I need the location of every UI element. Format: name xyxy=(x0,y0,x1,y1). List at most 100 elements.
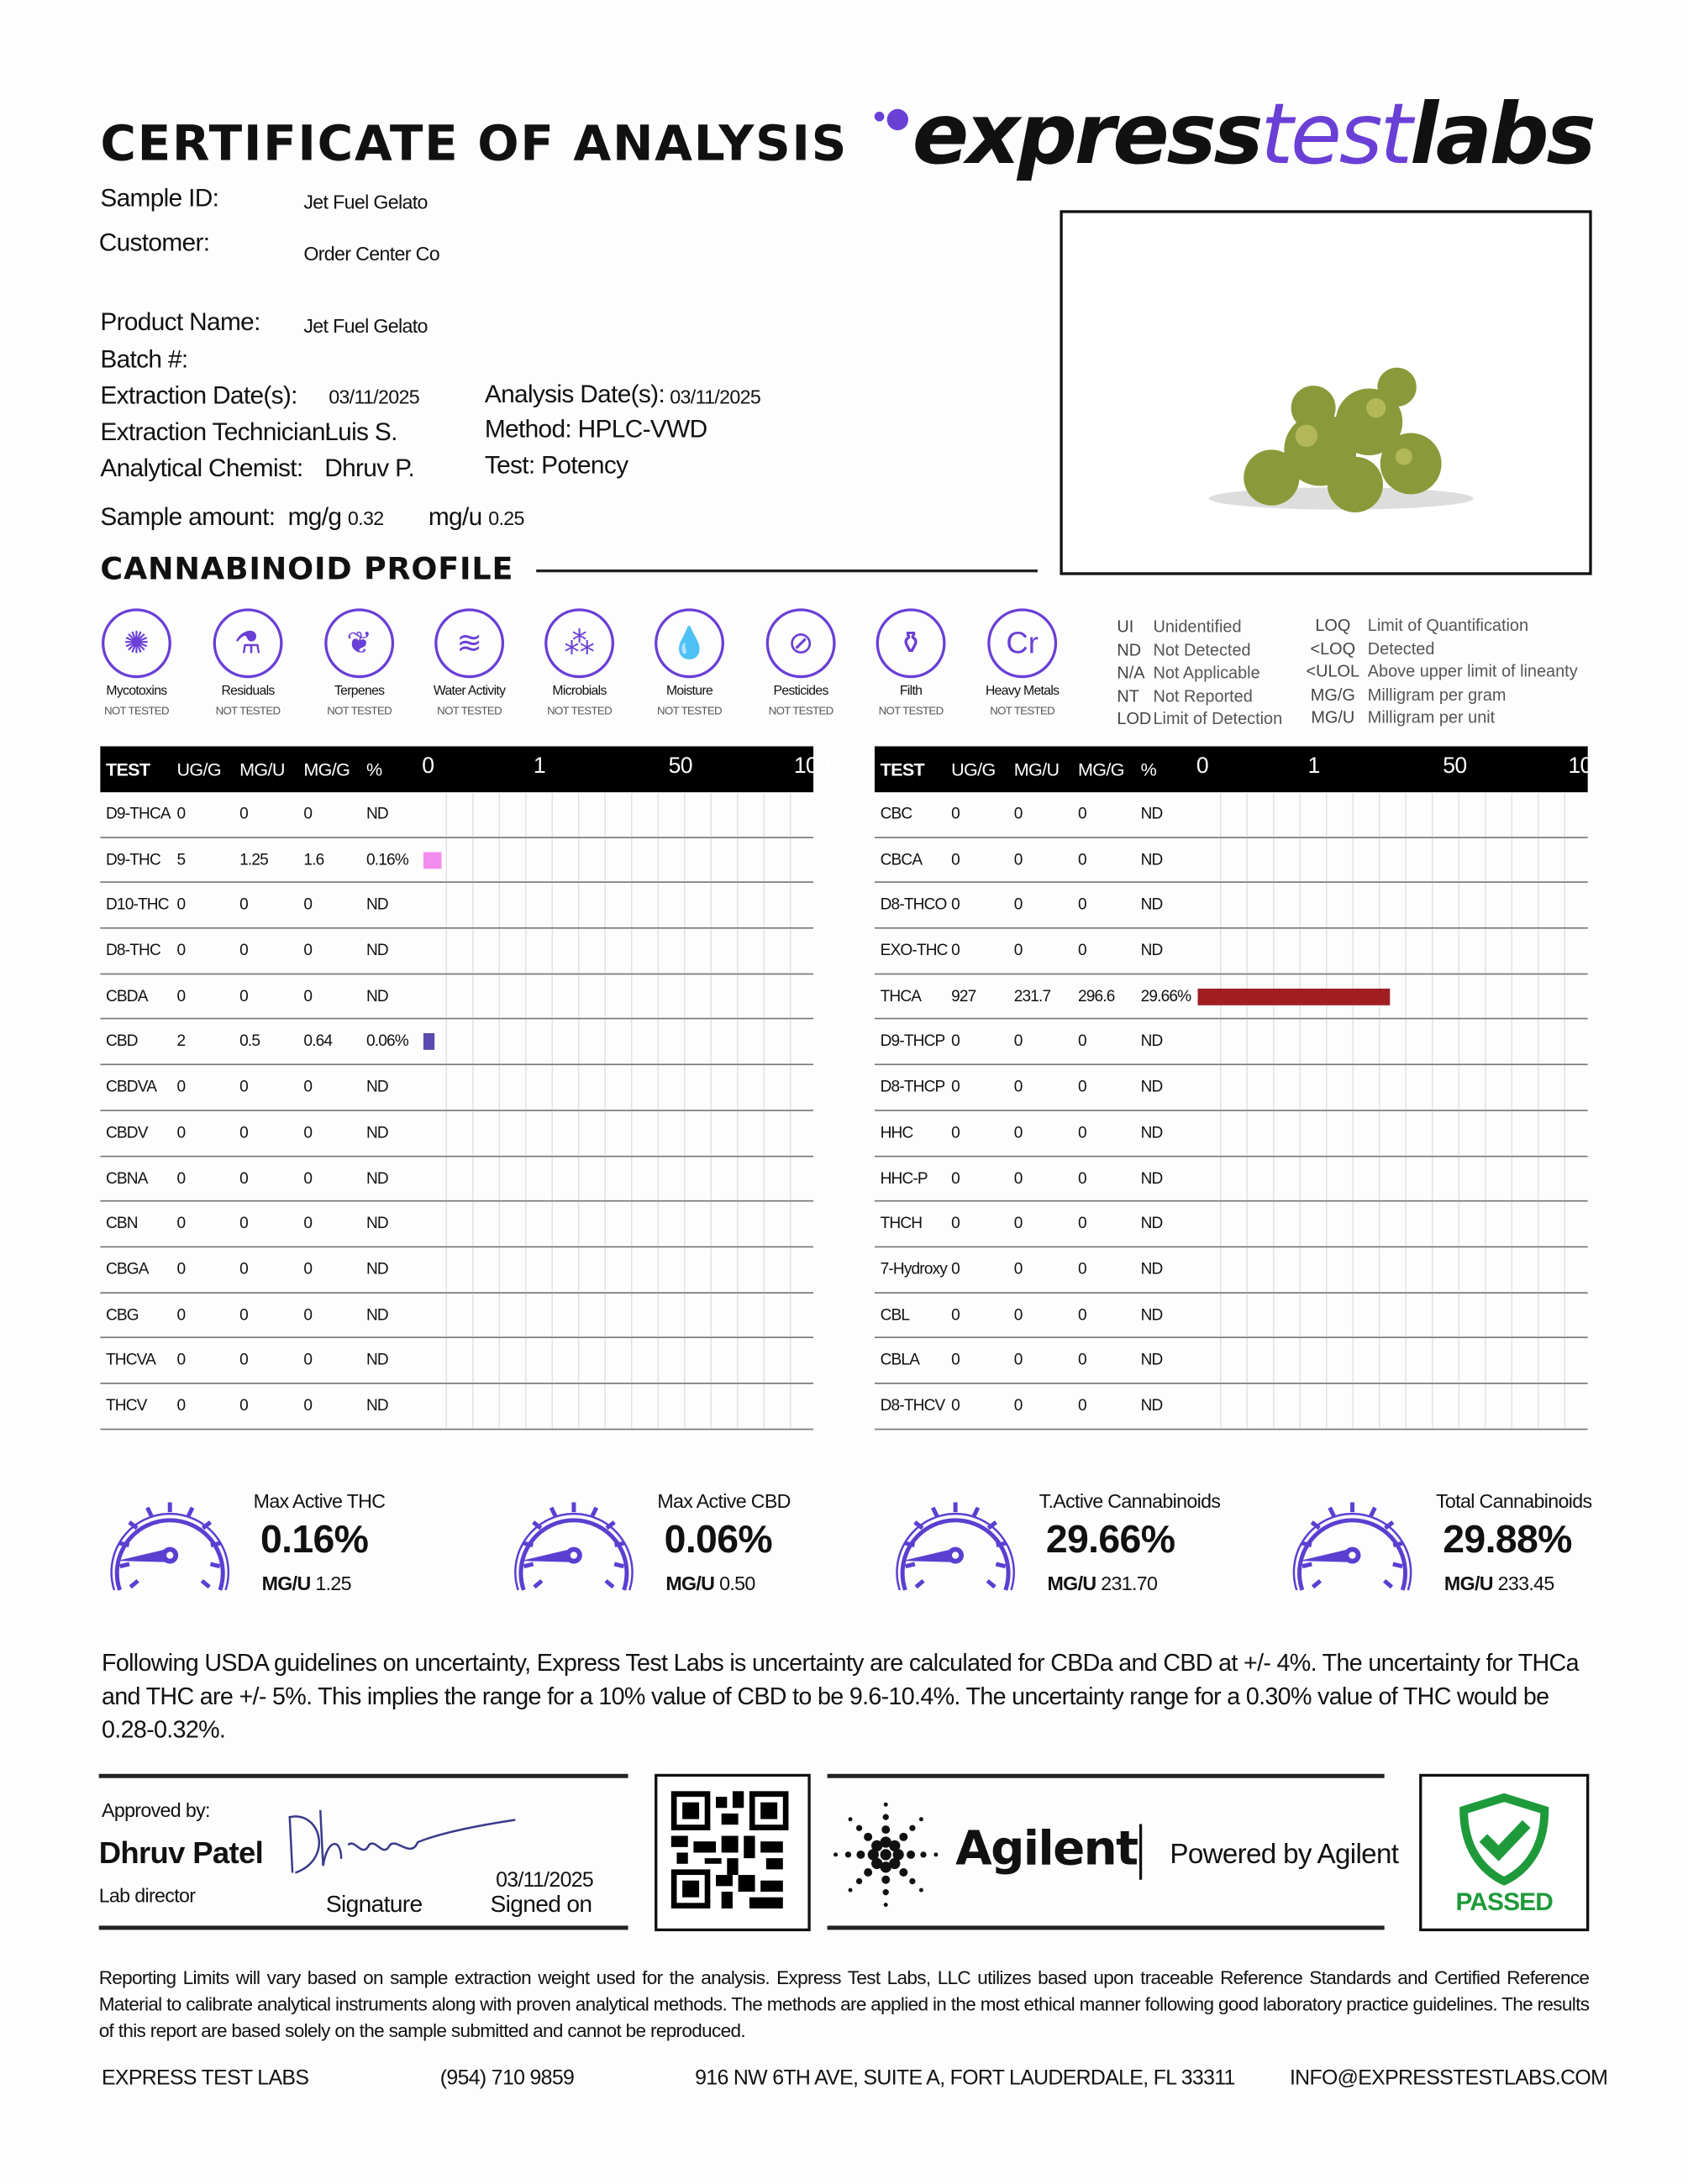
cell: 0 xyxy=(1077,806,1087,823)
shield-check-icon xyxy=(1459,1793,1549,1886)
cell: 0 xyxy=(1077,851,1087,869)
table-row: D10-THC 0 0 0 ND xyxy=(100,883,814,929)
approver-name: Dhruv Patel xyxy=(98,1835,264,1871)
column-header: TEST xyxy=(105,759,150,780)
cell: D9-THC xyxy=(105,851,161,869)
cell: 0 xyxy=(176,1079,187,1096)
cell: 0 xyxy=(1077,942,1087,960)
cell: 231.7 xyxy=(1013,988,1051,1005)
cell: 0 xyxy=(303,1170,313,1188)
cell: 0 xyxy=(176,1398,187,1415)
table-row: D9-THC 5 1.25 1.6 0.16% xyxy=(100,837,814,884)
table-row: CBN 0 0 0 ND xyxy=(100,1201,814,1248)
result-bar xyxy=(423,851,442,869)
divider xyxy=(98,1925,628,1930)
product: Jet Fuel Gelato xyxy=(303,314,428,338)
test-status: NOT TESTED xyxy=(990,704,1055,717)
cell: 0 xyxy=(176,1215,187,1233)
chart-grid xyxy=(420,1110,814,1155)
scale-tick: 50 xyxy=(668,754,693,779)
extraction-date: 03/11/2025 xyxy=(329,386,419,408)
column-header: % xyxy=(1140,759,1157,780)
disclaimer: Reporting Limits will vary based on samp… xyxy=(98,1967,1590,2042)
cell: 0 xyxy=(239,942,249,960)
chart-grid xyxy=(1195,883,1588,928)
test-status: NOT TESTED xyxy=(768,704,834,717)
table-row: D9-THCA 0 0 0 ND xyxy=(100,792,814,838)
legend-desc: Above upper limit of lineanty xyxy=(1367,661,1578,681)
moisture-icon: 💧 xyxy=(655,608,724,679)
test-name: Mycotoxins xyxy=(106,683,167,700)
cell: 0 xyxy=(1013,1170,1023,1188)
cell: ND xyxy=(1140,806,1164,823)
legend-desc: Not Reported xyxy=(1153,685,1253,706)
test-name: Terpenes xyxy=(334,683,385,700)
chart-grid xyxy=(1195,1065,1588,1110)
cell: 0 xyxy=(1077,897,1087,915)
results-table-left: TEST UG/G MG/U MG/G% 0 1 50 100 D9-THCA 0 0 0 ND D9-T… xyxy=(100,746,830,1430)
gauge-mgu: MG/U 233.45 xyxy=(1443,1572,1554,1594)
cell: CBG xyxy=(105,1306,139,1324)
cell: 0 xyxy=(1013,1261,1023,1278)
cell: ND xyxy=(365,1261,389,1278)
cell: ND xyxy=(365,1170,389,1188)
product-image xyxy=(1060,210,1592,575)
cell: CBN xyxy=(105,1215,139,1233)
mycotoxins-icon: ✺ xyxy=(102,608,171,679)
cell: 0 xyxy=(176,1306,187,1324)
legend-item: N/A Not Applicable xyxy=(1117,662,1282,685)
test-status: NOT TESTED xyxy=(437,704,502,717)
analysis-date-label: Analysis Date(s): xyxy=(484,380,665,408)
test-name: Filth xyxy=(899,683,923,700)
gauge-title: Max Active THC xyxy=(253,1489,386,1513)
cell: D9-THCP xyxy=(880,1033,946,1051)
table-row: HHC 0 0 0 ND xyxy=(874,1110,1588,1157)
terpenes-icon: ❦ xyxy=(324,608,395,679)
test: Test: Potency xyxy=(484,451,628,480)
cell: 0 xyxy=(176,1261,187,1278)
cell: 0.16% xyxy=(365,851,409,869)
gauge-icon xyxy=(1292,1502,1412,1591)
test-name: Microbials xyxy=(552,683,607,700)
gauge-title: T.Active Cannabinoids xyxy=(1039,1489,1221,1513)
cell: ND xyxy=(1140,1125,1164,1142)
email-link[interactable]: INFO@EXPRESSTESTLABS.COM xyxy=(1289,2066,1608,2091)
cell: 0 xyxy=(951,1125,960,1142)
cell: 1.25 xyxy=(239,851,269,869)
cell: 0 xyxy=(303,1306,313,1324)
table-row: THCV 0 0 0 ND xyxy=(100,1383,814,1430)
chart-grid xyxy=(1195,1338,1588,1383)
qr-code[interactable] xyxy=(655,1773,811,1932)
test-name: Residuals xyxy=(221,683,275,700)
test-status: NOT TESTED xyxy=(327,704,392,717)
cell: 0 xyxy=(176,988,187,1005)
chart-grid xyxy=(420,1247,814,1292)
cell: CBDVA xyxy=(105,1079,157,1096)
legend-desc: Limit of Quantification xyxy=(1367,615,1529,635)
table-row: D8-THCV 0 0 0 ND xyxy=(874,1383,1588,1430)
phone[interactable]: (954) 710 9859 xyxy=(439,2066,575,2091)
gauge-icon xyxy=(896,1502,1015,1591)
cell: 0 xyxy=(951,1033,960,1051)
table-row: CBNA 0 0 0 ND xyxy=(100,1156,814,1202)
cell: CBL xyxy=(880,1306,910,1324)
legend-desc: Detected xyxy=(1367,638,1435,659)
cell: 0 xyxy=(951,942,960,960)
cell: 0 xyxy=(951,806,960,823)
legend-abbr: UI xyxy=(1117,617,1134,637)
test-name: Heavy Metals xyxy=(985,683,1060,700)
pesticides-icon: ⊘ xyxy=(765,608,836,679)
cell: ND xyxy=(365,1398,389,1415)
gauge-title: Max Active CBD xyxy=(657,1489,791,1513)
test-status: NOT TESTED xyxy=(878,704,944,717)
cell: ND xyxy=(365,1306,389,1324)
gauge-value: 0.06% xyxy=(664,1517,773,1562)
cell: 0.64 xyxy=(303,1033,333,1051)
cell: 0 xyxy=(176,1352,187,1369)
cell: 0 xyxy=(303,1352,313,1369)
cell: 0 xyxy=(239,988,249,1005)
cell: 0 xyxy=(1013,851,1023,869)
legend-desc: Unidentified xyxy=(1153,617,1242,637)
cell: 0 xyxy=(303,1398,313,1415)
agilent-spark-icon xyxy=(833,1802,939,1908)
